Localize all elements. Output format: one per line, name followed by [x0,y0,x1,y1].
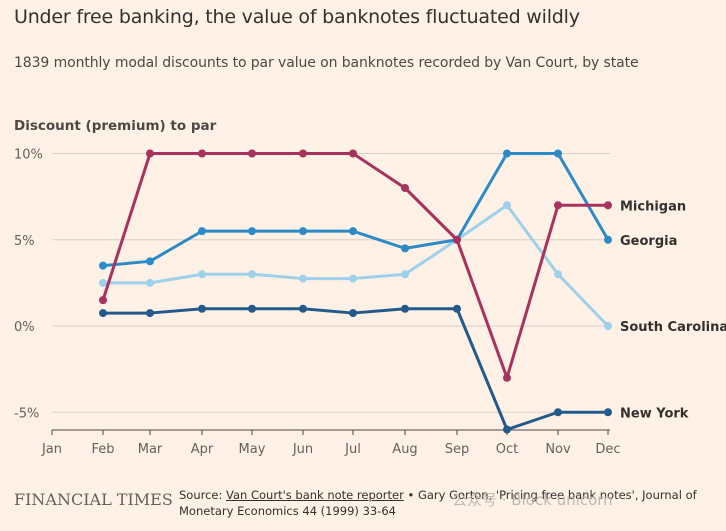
data-point [248,149,256,158]
data-point [198,149,206,158]
series-label: Georgia [620,234,677,249]
x-tick-label: Sep [445,442,470,457]
data-point [349,274,357,283]
data-point [299,274,307,283]
x-tick-label: Jan [41,442,62,457]
data-point [198,270,206,279]
series-labels: Michigan Georgia South Carolina New York [620,199,726,421]
data-point [99,309,107,318]
x-tick-label: Oct [496,442,518,457]
y-tick-label: 10% [14,148,43,163]
data-point [401,244,409,253]
data-point [248,304,256,313]
x-tick-label: May [239,442,266,457]
data-point [401,270,409,279]
data-point [503,201,511,210]
watermark: 公众号 · Block unicorn [452,491,613,509]
data-point [248,270,256,279]
y-tick-label: 0% [14,320,35,335]
source-link[interactable]: Van Court's bank note reporter [226,488,404,502]
data-point [99,278,107,287]
ft-logo: FINANCIAL TIMES [14,490,173,509]
data-point [349,149,357,158]
data-point [99,261,107,270]
chart-title: Under free banking, the value of banknot… [14,6,580,28]
data-point [401,304,409,313]
data-point [146,278,154,287]
data-point [299,304,307,313]
series-line [101,152,610,268]
series-line [101,307,610,431]
x-tick-label: Mar [138,442,163,457]
data-point [604,201,612,210]
source-prefix: Source: [179,488,227,502]
series-line [101,203,610,328]
series-label: Michigan [620,199,686,214]
series-lines [99,149,612,434]
x-tick-label: Nov [545,442,571,457]
data-point [401,184,409,192]
series-label: South Carolina [620,320,726,335]
series-line [101,152,610,380]
data-point [146,309,154,318]
data-point [248,227,256,236]
data-point [349,309,357,318]
data-point [604,408,612,417]
data-point [299,227,307,236]
y-tick-labels: 10% 5% 0% -5% [14,148,43,422]
y-tick-label: 5% [14,234,35,249]
data-point [503,373,511,382]
data-point [349,227,357,236]
data-point [554,201,562,210]
series-label: New York [620,406,689,421]
data-point [198,304,206,313]
data-point [198,227,206,236]
x-tick-label: Jun [292,442,313,457]
y-tick-label: -5% [14,406,39,421]
data-point [503,149,511,158]
data-point [453,235,461,244]
data-point [453,304,461,313]
x-axis: Jan Feb Mar Apr May Jun Jul Aug Sep Oct Nov Dec [41,429,621,457]
chart-subtitle: 1839 monthly modal discounts to par valu… [14,55,639,71]
y-axis-label: Discount (premium) to par [14,118,217,134]
data-point [146,149,154,158]
x-tick-label: Dec [595,442,620,457]
data-point [554,270,562,279]
x-tick-label: Jul [344,442,361,457]
x-tick-label: Apr [191,442,214,457]
x-tick-label: Aug [392,442,417,457]
source-note: Source: Van Court's bank note reporter •… [179,487,719,519]
source-rest: • Gary Gorton, 'Pricing free bank notes'… [179,488,697,518]
x-tick-label: Feb [91,442,114,457]
data-point [554,149,562,158]
data-point [604,322,612,330]
data-point [299,149,307,158]
data-point [99,296,107,305]
data-point [146,257,154,266]
data-point [503,425,511,434]
data-point [554,408,562,417]
data-point [604,235,612,244]
